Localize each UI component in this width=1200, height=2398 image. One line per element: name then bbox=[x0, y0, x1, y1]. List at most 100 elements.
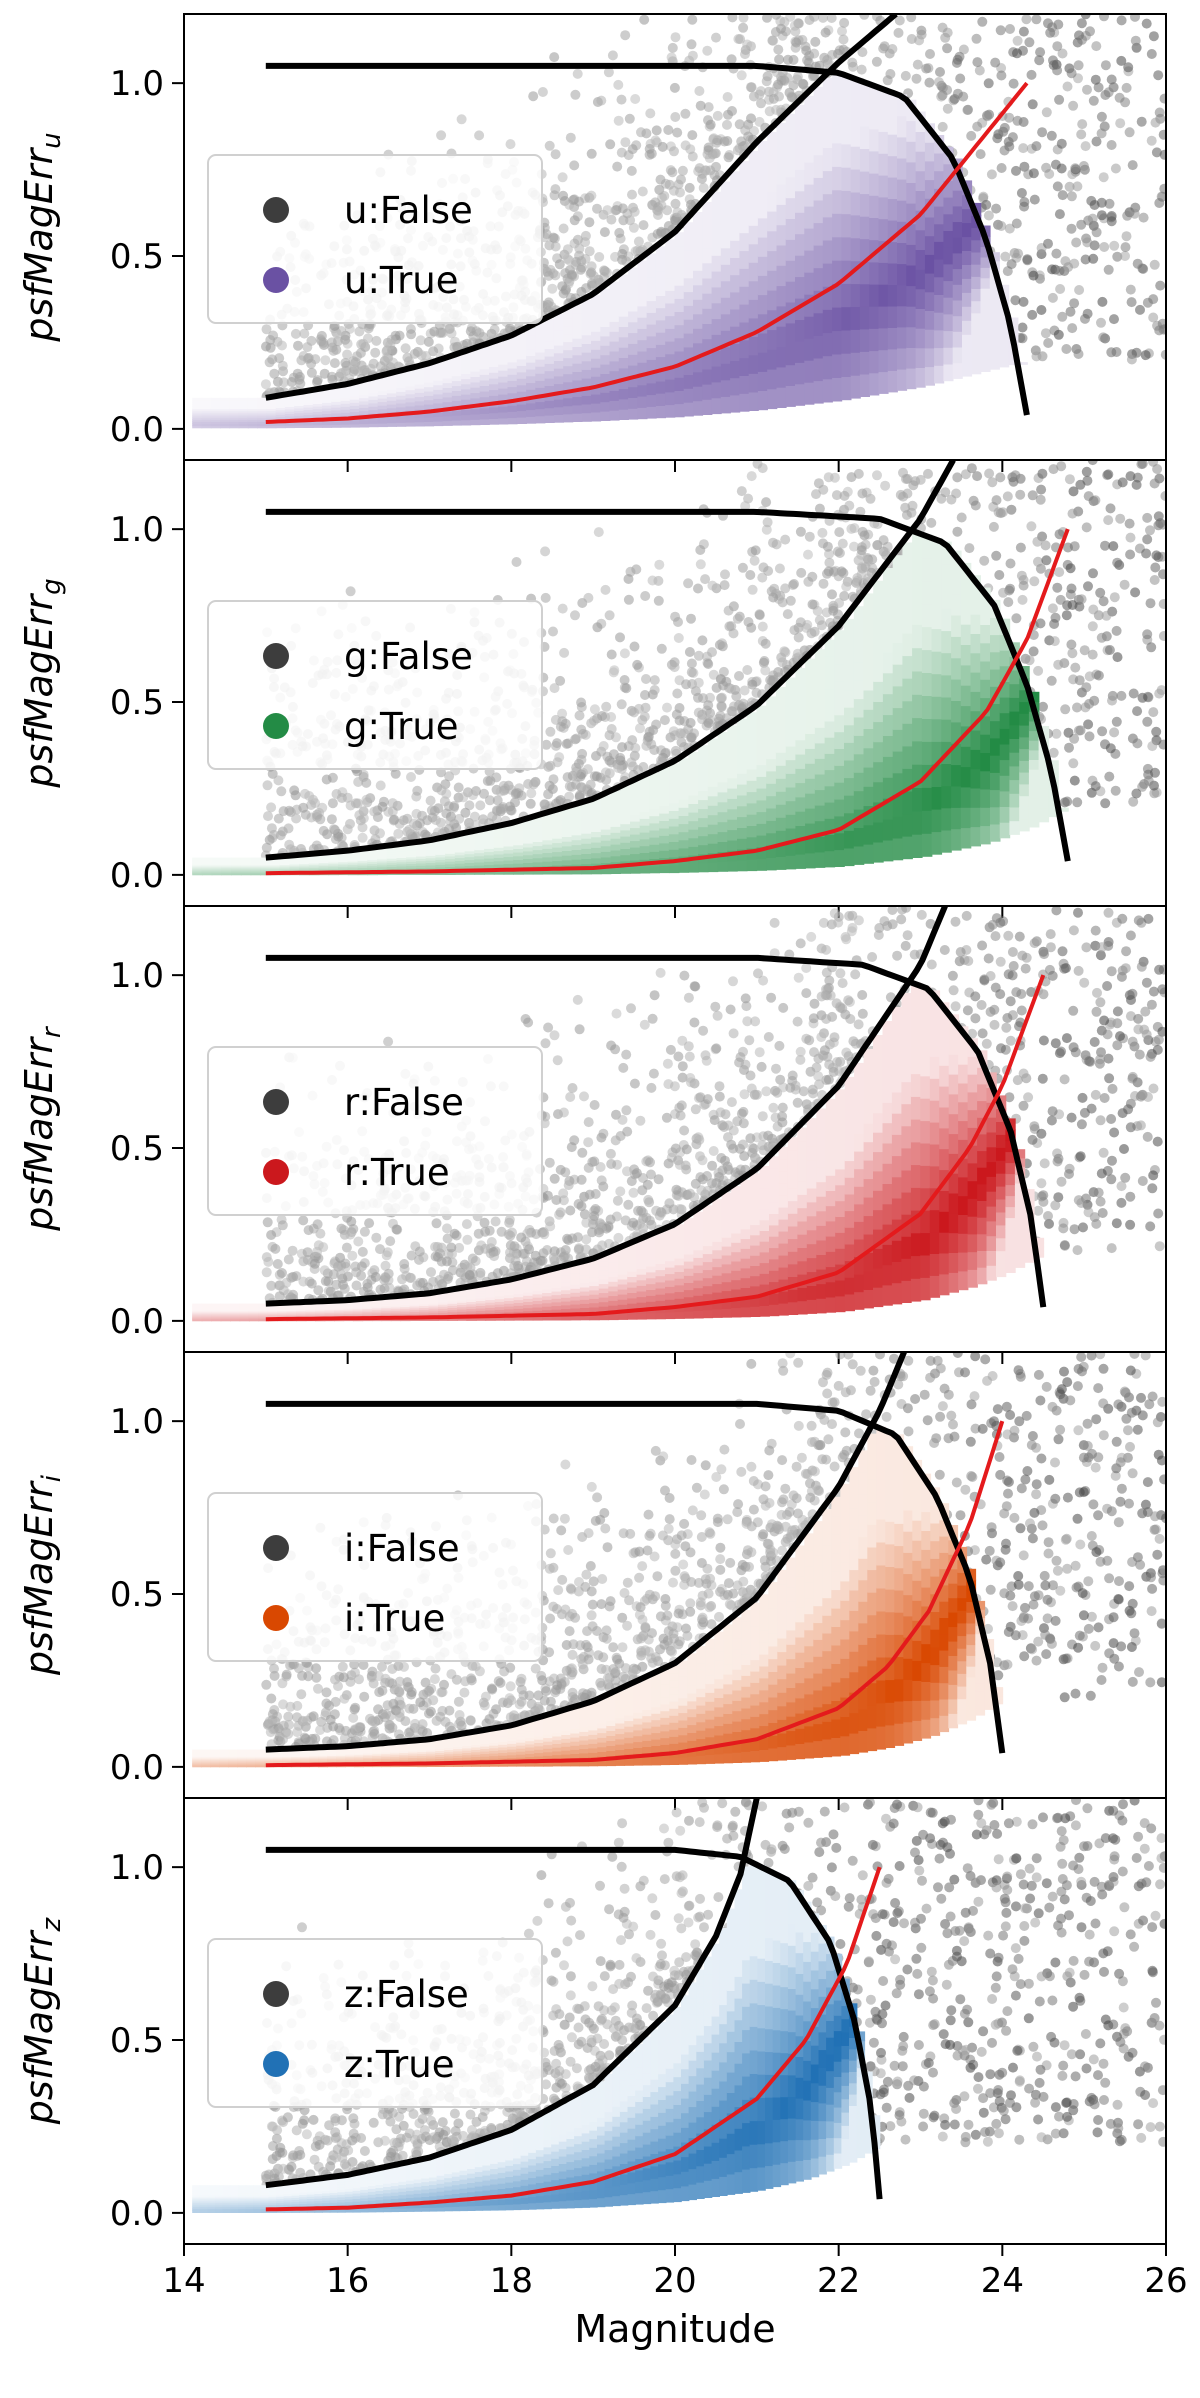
density-cell-g-true bbox=[814, 851, 826, 868]
density-cell-u-true bbox=[665, 252, 676, 266]
density-cell-u-true bbox=[247, 425, 258, 429]
density-cell-u-true bbox=[340, 423, 351, 428]
density-cell-u-true bbox=[498, 369, 509, 377]
density-cell-g-true bbox=[795, 682, 806, 698]
scatter-point-u-false bbox=[338, 367, 348, 378]
density-cell-g-true bbox=[775, 830, 787, 844]
density-cell-u-true bbox=[934, 205, 945, 225]
density-cell-u-true bbox=[748, 169, 759, 189]
scatter-point-g-false bbox=[1111, 716, 1122, 727]
scatter-point-u-false bbox=[586, 190, 597, 201]
density-cell-g-true bbox=[814, 758, 826, 775]
density-cell-g-true bbox=[746, 791, 758, 804]
y-tick-label-u: 0.5 bbox=[110, 237, 164, 277]
density-cell-g-true bbox=[775, 765, 787, 779]
density-cell-u-true bbox=[489, 366, 500, 373]
scatter-point-g-false bbox=[1072, 797, 1083, 808]
density-cell-g-true bbox=[484, 848, 495, 853]
density-cell-g-true bbox=[260, 860, 271, 862]
density-cell-u-true bbox=[479, 351, 490, 359]
density-cell-u-true bbox=[952, 189, 963, 207]
scatter-point-g-false bbox=[328, 824, 339, 835]
density-cell-u-true bbox=[674, 245, 685, 260]
scatter-point-g-false bbox=[266, 802, 277, 813]
density-cell-u-true bbox=[479, 374, 490, 381]
density-cell-g-true bbox=[824, 850, 836, 868]
scatter-point-u-false bbox=[1026, 69, 1037, 80]
density-cell-u-true bbox=[980, 246, 991, 258]
density-cell-u-true bbox=[284, 399, 295, 403]
scatter-point-g-false bbox=[956, 512, 967, 523]
scatter-point-g-false bbox=[806, 628, 817, 639]
density-cell-u-true bbox=[442, 387, 453, 393]
scatter-point-u-false bbox=[269, 368, 280, 379]
density-cell-g-true bbox=[561, 808, 573, 814]
density-cell-g-true bbox=[318, 860, 330, 863]
density-cell-u-true bbox=[989, 327, 1000, 337]
density-cell-g-true bbox=[357, 861, 369, 865]
density-cell-g-true bbox=[425, 843, 437, 847]
density-cell-u-true bbox=[535, 351, 546, 360]
density-cell-u-true bbox=[442, 363, 453, 369]
density-cell-u-true bbox=[507, 411, 518, 419]
scatter-point-u-false bbox=[594, 252, 605, 262]
scatter-point-u-false bbox=[940, 32, 951, 43]
density-cell-u-true bbox=[322, 404, 333, 409]
density-cell-u-true bbox=[934, 311, 945, 331]
scatter-point-u-false bbox=[1036, 305, 1047, 315]
scatter-point-g-false bbox=[952, 526, 963, 537]
scatter-point-g-false bbox=[1131, 788, 1142, 799]
density-cell-g-true bbox=[318, 866, 330, 870]
scatter-point-u-false bbox=[1004, 112, 1015, 123]
density-cell-u-true bbox=[785, 260, 796, 282]
scatter-point-u-false bbox=[1031, 14, 1042, 25]
density-cell-u-true bbox=[785, 155, 796, 178]
density-cell-g-true bbox=[639, 797, 651, 806]
density-cell-u-true bbox=[989, 310, 1000, 320]
density-cell-u-true bbox=[655, 331, 666, 345]
density-cell-g-true bbox=[552, 842, 563, 848]
density-cell-u-true bbox=[331, 404, 342, 408]
density-cell-g-true bbox=[211, 864, 223, 867]
density-cell-u-true bbox=[720, 297, 731, 315]
scatter-point-u-false bbox=[983, 78, 994, 89]
scatter-point-u-false bbox=[599, 272, 609, 283]
density-cell-u-true bbox=[600, 307, 611, 318]
density-cell-u-true bbox=[850, 214, 861, 239]
density-cell-u-true bbox=[906, 120, 917, 142]
density-cell-u-true bbox=[479, 362, 490, 370]
density-cell-u-true bbox=[581, 308, 592, 318]
density-cell-g-true bbox=[795, 782, 806, 798]
scatter-point-g-false bbox=[1130, 587, 1141, 598]
density-cell-g-true bbox=[484, 851, 495, 856]
density-cell-u-true bbox=[600, 401, 611, 412]
density-cell-u-true bbox=[776, 346, 787, 368]
density-cell-u-true bbox=[331, 392, 342, 397]
density-cell-g-true bbox=[474, 840, 485, 844]
density-cell-u-true bbox=[813, 335, 824, 359]
scatter-point-g-false bbox=[707, 580, 718, 591]
density-cell-g-true bbox=[231, 872, 242, 875]
density-cell-u-true bbox=[924, 235, 935, 255]
density-cell-u-true bbox=[257, 412, 268, 416]
density-cell-u-true bbox=[730, 360, 741, 379]
density-cell-u-true bbox=[247, 397, 258, 401]
density-cell-g-true bbox=[513, 840, 524, 846]
density-cell-u-true bbox=[962, 250, 973, 265]
scatter-point-u-false bbox=[1031, 141, 1042, 152]
density-cell-u-true bbox=[433, 402, 444, 408]
scatter-point-g-false bbox=[264, 834, 275, 845]
density-cell-g-true bbox=[464, 847, 476, 852]
scatter-point-g-false bbox=[1108, 541, 1119, 552]
density-cell-u-true bbox=[748, 206, 759, 226]
density-cell-g-true bbox=[892, 772, 904, 796]
scatter-point-g-false bbox=[1087, 621, 1098, 632]
scatter-point-g-false bbox=[1054, 529, 1065, 540]
density-cell-g-true bbox=[717, 821, 729, 833]
density-cell-g-true bbox=[688, 828, 699, 839]
scatter-point-u-false bbox=[995, 25, 1006, 36]
scatter-point-g-false bbox=[693, 650, 704, 661]
density-cell-u-true bbox=[693, 270, 704, 286]
density-cell-g-true bbox=[192, 870, 203, 873]
density-cell-u-true bbox=[238, 414, 249, 418]
